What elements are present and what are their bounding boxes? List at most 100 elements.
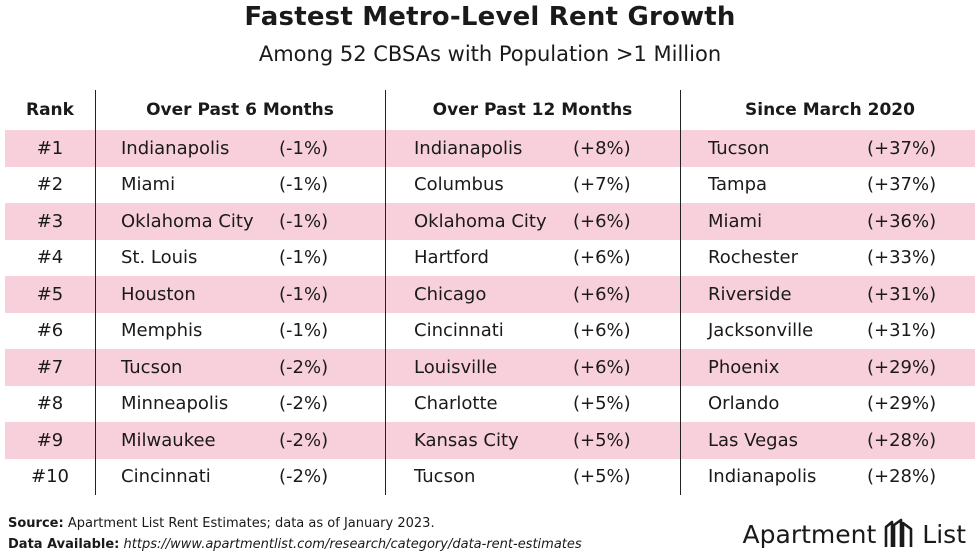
value-12-months: (+8%) <box>573 137 631 159</box>
value-6-months: (-1%) <box>279 174 329 196</box>
rank-cell: #4 <box>36 247 64 269</box>
source-label: Source: <box>8 516 64 531</box>
city-6-months: Oklahoma City <box>121 210 254 232</box>
data-available-label: Data Available: <box>8 537 120 552</box>
rank-cell: #8 <box>36 393 64 415</box>
table-row: #10 Cincinnati (-2%) Tucson (+5%) Indianapoli… <box>5 459 975 496</box>
city-12-months: Cincinnati <box>414 320 504 342</box>
rent-growth-table: Rank Over Past 6 Months Over Past 12 Mon… <box>5 90 975 495</box>
rank-cell: #9 <box>36 429 64 451</box>
value-6-months: (-2%) <box>279 356 329 378</box>
city-12-months: Chicago <box>414 283 487 305</box>
value-6-months: (-1%) <box>279 283 329 305</box>
table-row: #5 Houston (-1%) Chicago (+6%) Riverside (+31%… <box>5 276 975 313</box>
value-6-months: (-1%) <box>279 320 329 342</box>
header-12-months: Over Past 12 Months <box>432 100 633 120</box>
rank-cell: #2 <box>36 174 64 196</box>
city-since-march-2020: Tampa <box>708 174 768 196</box>
rank-cell: #6 <box>36 320 64 342</box>
value-12-months: (+6%) <box>573 320 631 342</box>
city-12-months: Oklahoma City <box>414 210 547 232</box>
value-since-march-2020: (+37%) <box>867 137 937 159</box>
source-note: Source: Apartment List Rent Estimates; d… <box>8 516 435 531</box>
city-since-march-2020: Las Vegas <box>708 429 798 451</box>
logo-text-apartment: Apartment <box>742 519 877 549</box>
apartment-list-logo: Apartment List <box>743 517 966 551</box>
city-6-months: Milwaukee <box>121 429 216 451</box>
city-6-months: Memphis <box>121 320 203 342</box>
source-text: Apartment List Rent Estimates; data as o… <box>67 516 435 531</box>
city-12-months: Hartford <box>414 247 489 269</box>
value-since-march-2020: (+31%) <box>867 320 937 342</box>
table-row: #8 Minneapolis (-2%) Charlotte (+5%) Orlando (… <box>5 386 975 423</box>
table-row: #9 Milwaukee (-2%) Kansas City (+5%) Las Vega… <box>5 422 975 459</box>
data-available-link[interactable]: https://www.apartmentlist.com/research/c… <box>123 537 582 552</box>
header-rank: Rank <box>26 100 74 120</box>
value-12-months: (+6%) <box>573 247 631 269</box>
value-12-months: (+6%) <box>573 210 631 232</box>
value-since-march-2020: (+29%) <box>867 356 937 378</box>
column-divider <box>385 90 386 495</box>
rank-cell: #5 <box>36 283 64 305</box>
city-since-march-2020: Riverside <box>708 283 792 305</box>
page-subtitle: Among 52 CBSAs with Population >1 Millio… <box>258 42 722 66</box>
city-6-months: Cincinnati <box>121 466 211 488</box>
column-divider <box>680 90 681 495</box>
table-row: #3 Oklahoma City (-1%) Oklahoma City (+6%) Mi… <box>5 203 975 240</box>
table-row: #2 Miami (-1%) Columbus (+7%) Tampa (+37%) <box>5 167 975 204</box>
city-since-march-2020: Phoenix <box>708 356 780 378</box>
value-6-months: (-1%) <box>279 210 329 232</box>
table-row: #7 Tucson (-2%) Louisville (+6%) Phoenix (+29%… <box>5 349 975 386</box>
data-available-note: Data Available: https://www.apartmentlis… <box>8 537 582 552</box>
city-6-months: Minneapolis <box>121 393 229 415</box>
value-12-months: (+5%) <box>573 393 631 415</box>
rank-cell: #3 <box>36 210 64 232</box>
value-12-months: (+6%) <box>573 356 631 378</box>
city-12-months: Columbus <box>414 174 504 196</box>
city-since-march-2020: Tucson <box>708 137 770 159</box>
city-6-months: Indianapolis <box>121 137 230 159</box>
city-12-months: Tucson <box>414 466 476 488</box>
city-12-months: Louisville <box>414 356 498 378</box>
table-row: #6 Memphis (-1%) Cincinnati (+6%) Jacksonvill… <box>5 313 975 350</box>
table-header-row: Rank Over Past 6 Months Over Past 12 Mon… <box>5 90 975 132</box>
rank-cell: #10 <box>31 466 69 488</box>
value-6-months: (-1%) <box>279 247 329 269</box>
city-6-months: Tucson <box>121 356 183 378</box>
value-12-months: (+7%) <box>573 174 631 196</box>
building-logo-icon <box>884 518 913 547</box>
value-6-months: (-2%) <box>279 393 329 415</box>
city-12-months: Indianapolis <box>414 137 523 159</box>
value-since-march-2020: (+29%) <box>867 393 937 415</box>
value-since-march-2020: (+31%) <box>867 283 937 305</box>
city-since-march-2020: Orlando <box>708 393 780 415</box>
column-divider <box>95 90 96 495</box>
logo-text-list: List <box>922 519 966 549</box>
header-6-months: Over Past 6 Months <box>146 100 334 120</box>
city-6-months: Miami <box>121 174 176 196</box>
page-title: Fastest Metro-Level Rent Growth <box>244 2 736 32</box>
rank-cell: #7 <box>36 356 64 378</box>
value-12-months: (+5%) <box>573 466 631 488</box>
table-row: #1 Indianapolis (-1%) Indianapolis (+8%) Tucs… <box>5 130 975 167</box>
value-6-months: (-2%) <box>279 466 329 488</box>
city-12-months: Kansas City <box>414 429 519 451</box>
header-since-march-2020: Since March 2020 <box>745 100 915 120</box>
value-6-months: (-2%) <box>279 429 329 451</box>
city-since-march-2020: Rochester <box>708 247 798 269</box>
city-12-months: Charlotte <box>414 393 498 415</box>
city-6-months: Houston <box>121 283 196 305</box>
value-since-march-2020: (+28%) <box>867 429 937 451</box>
value-12-months: (+6%) <box>573 283 631 305</box>
value-since-march-2020: (+33%) <box>867 247 937 269</box>
rank-cell: #1 <box>36 137 64 159</box>
value-12-months: (+5%) <box>573 429 631 451</box>
city-6-months: St. Louis <box>121 247 198 269</box>
value-since-march-2020: (+28%) <box>867 466 937 488</box>
city-since-march-2020: Miami <box>708 210 763 232</box>
city-since-march-2020: Indianapolis <box>708 466 817 488</box>
table-row: #4 St. Louis (-1%) Hartford (+6%) Rochester (+… <box>5 240 975 277</box>
city-since-march-2020: Jacksonville <box>708 320 814 342</box>
value-since-march-2020: (+36%) <box>867 210 937 232</box>
value-since-march-2020: (+37%) <box>867 174 937 196</box>
